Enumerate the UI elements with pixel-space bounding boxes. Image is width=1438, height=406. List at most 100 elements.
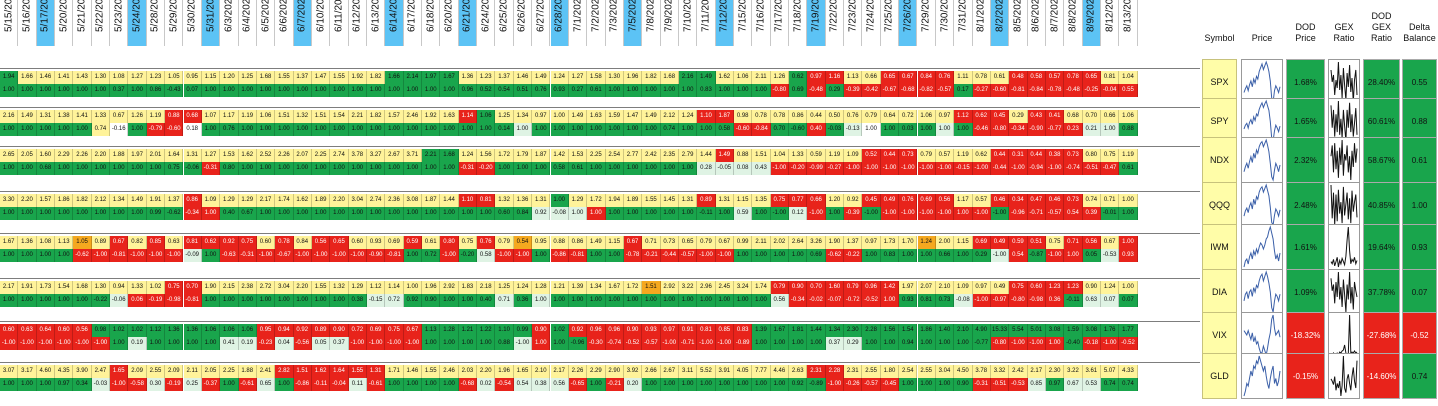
delta-cell: 1.00 [605, 249, 624, 262]
gex-cell: 2.66 [642, 365, 661, 378]
delta-cell: 1.00 [642, 123, 661, 136]
delta-cell: 0.40 [220, 207, 239, 220]
date-label: 6/21/2024 [461, 0, 473, 32]
gex-cell: 0.71 [1064, 236, 1083, 249]
gex-cell: 0.75 [458, 236, 478, 249]
date-label: 6/6/2024 [278, 0, 290, 32]
gex-cell: 0.75 [165, 281, 184, 294]
delta-cell: 1.00 [532, 123, 551, 136]
delta-cell: 0.43 [752, 162, 771, 175]
gex-cell: 1.45 [660, 194, 679, 207]
delta-cell: -1.00 [862, 162, 881, 175]
gex-cell: 2.63 [789, 365, 808, 378]
delta-cell: -0.20 [789, 162, 808, 175]
delta-cell: 1.00 [293, 207, 312, 220]
delta-cell: 0.60 [495, 207, 514, 220]
delta-cell: 0.58 [715, 123, 734, 136]
delta-cell: -0.89 [807, 378, 826, 391]
gex-cell: 0.96 [862, 281, 881, 294]
delta-cell: 0.27 [568, 84, 588, 97]
delta-cell: -0.20 [458, 249, 478, 262]
gex-cell: 1.33 [128, 281, 147, 294]
gex-cell: 1.26 [128, 110, 147, 123]
delta-cell: 1.00 [678, 378, 698, 391]
date-header-cell: 6/27/2024 [532, 0, 551, 46]
delta-cell: 1.00 [385, 378, 404, 391]
delta-cell: -0.74 [605, 337, 624, 350]
date-label: 6/7/2024 [296, 0, 308, 32]
delta-cell: 1.00 [623, 123, 643, 136]
gex-cell: 1.13 [422, 324, 441, 337]
delta-cell: -1.00 [1045, 162, 1065, 175]
gex-cell: 1.10 [697, 110, 716, 123]
delta-cell: 1.00 [367, 123, 386, 136]
delta-cell: -0.94 [1027, 162, 1046, 175]
gex-ratio-chart [1328, 224, 1360, 270]
gex-cell: 1.35 [752, 194, 771, 207]
gex-cell: 1.10 [458, 194, 478, 207]
gex-cell: 1.58 [587, 71, 606, 84]
row-separator [0, 278, 1200, 279]
gex-cell: 1.49 [697, 71, 716, 84]
date-header-cell: 7/17/2024 [770, 0, 790, 46]
date-header-cell: 6/28/2024 [550, 0, 569, 46]
delta-cell: 1.00 [367, 207, 386, 220]
gex-cell: 0.73 [899, 149, 918, 162]
delta-cell: 1.00 [110, 162, 129, 175]
date-header-cell: 5/31/2024 [201, 0, 221, 46]
gex-cell: 1.37 [165, 194, 184, 207]
delta-cell: -0.82 [917, 84, 936, 97]
gex-cell: 0.81 [183, 236, 202, 249]
gex-cell: 2.29 [587, 365, 606, 378]
delta-cell: 0.58 [550, 162, 569, 175]
delta-cell: -0.67 [880, 84, 900, 97]
date-label: 5/24/2024 [131, 0, 143, 32]
gex-cell: 0.62 [972, 110, 991, 123]
gex-cell: 1.62 [311, 365, 331, 378]
date-header-cell: 6/24/2024 [477, 0, 496, 46]
delta-cell: 0.69 [789, 84, 808, 97]
gex-sparkline [1330, 355, 1358, 397]
gex-cell: 0.98 [91, 324, 111, 337]
delta-cell: -0.18 [1082, 337, 1101, 350]
date-label: 7/2/2024 [590, 0, 602, 32]
gex-cell: 1.54 [55, 281, 74, 294]
gex-cell: 2.65 [0, 149, 19, 162]
gex-cell: 0.67 [403, 324, 423, 337]
gex-cell: 0.79 [495, 236, 514, 249]
delta-cell: 1.00 [422, 162, 441, 175]
delta-cell: 0.92 [789, 378, 808, 391]
date-header-cell: 5/20/2024 [55, 0, 74, 46]
date-label: 7/29/2024 [920, 0, 932, 32]
gex-cell: 2.25 [220, 365, 239, 378]
gex-cell: 0.84 [293, 236, 312, 249]
gex-cell: 3.08 [1082, 324, 1101, 337]
gex-cell: 0.99 [734, 236, 753, 249]
date-header-cell: 5/15/2024 [0, 0, 19, 46]
gex-cell: 1.51 [293, 365, 312, 378]
gex-cell: 0.75 [770, 194, 790, 207]
gex-cell: 1.77 [1119, 324, 1138, 337]
delta-cell: 1.00 [954, 123, 973, 136]
delta-cell: -0.39 [844, 207, 863, 220]
delta-cell: 1.00 [678, 207, 698, 220]
gex-cell: 1.40 [935, 324, 955, 337]
gex-cell: 0.67 [623, 236, 643, 249]
date-label: 7/10/2024 [682, 0, 694, 32]
delta-cell: -1.00 [18, 337, 37, 350]
gex-cell: 0.86 [789, 110, 808, 123]
delta-cell: 0.84 [513, 207, 533, 220]
gex-cell: 1.55 [422, 365, 441, 378]
dod-gex-ratio-value: -14.60% [1363, 353, 1400, 399]
gex-cell: 1.53 [568, 149, 588, 162]
gex-cell: 0.54 [513, 236, 533, 249]
gex-cell: 2.36 [385, 194, 404, 207]
gex-cell: 5.07 [1101, 365, 1120, 378]
delta-cell: -1.00 [899, 162, 918, 175]
delta-cell: 1.00 [587, 207, 606, 220]
gex-cell: 1.15 [734, 194, 753, 207]
gex-cell: 1.39 [568, 281, 588, 294]
gex-cell: 1.15 [201, 71, 221, 84]
gex-cell: 1.51 [275, 110, 294, 123]
row-separator [0, 362, 1200, 363]
